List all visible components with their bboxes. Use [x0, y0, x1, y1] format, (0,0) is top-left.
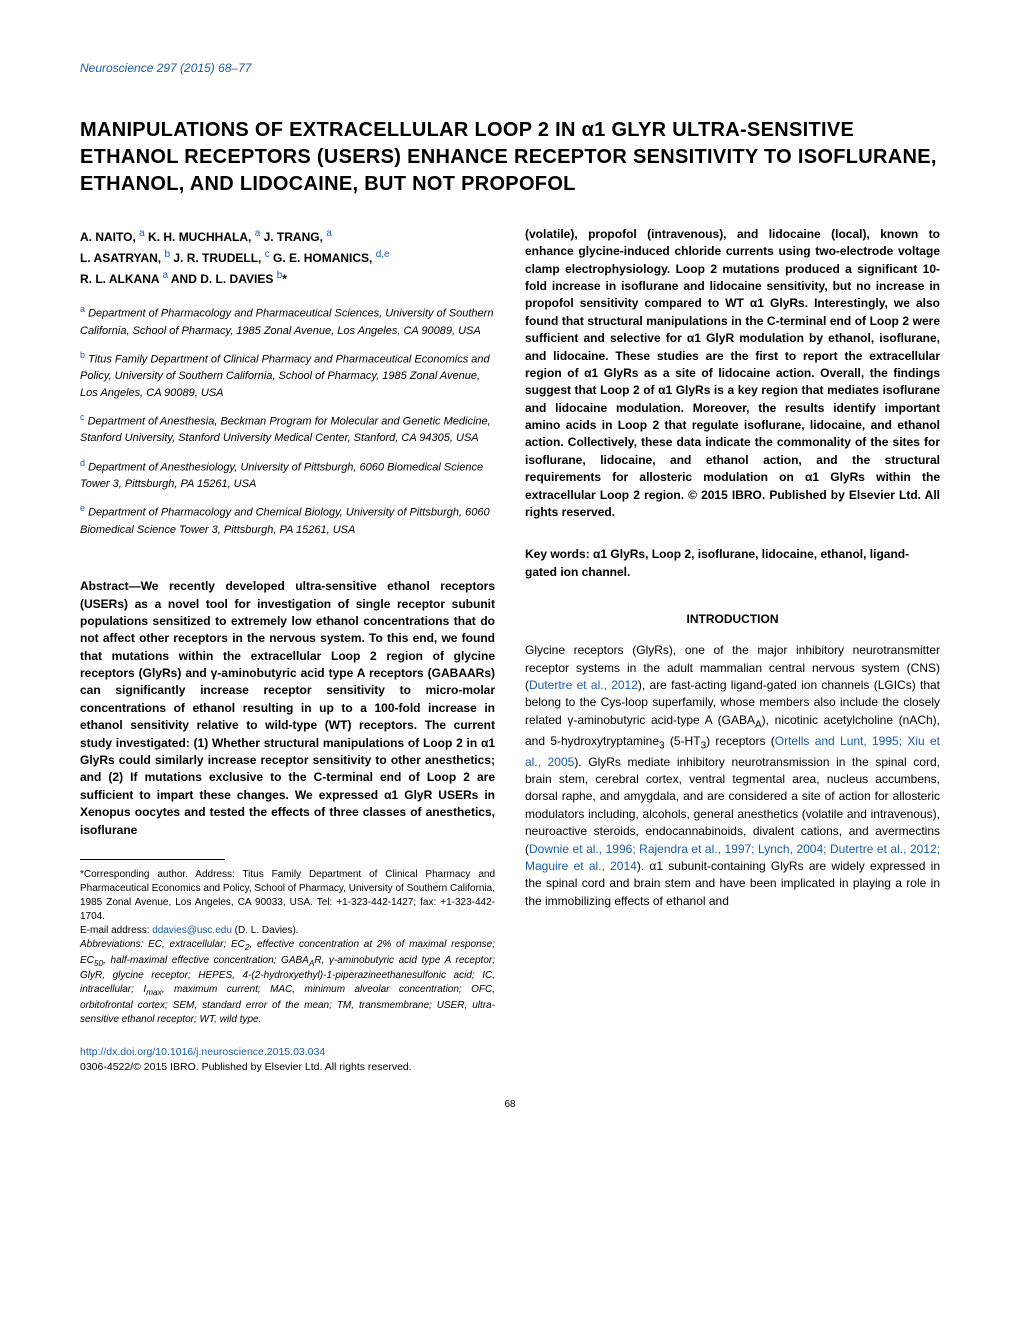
authors-line2: L. ASATRYAN, b J. R. TRUDELL, c G. E. HO… [80, 251, 390, 265]
copyright-text: 0306-4522/© 2015 IBRO. Published by Else… [80, 1061, 412, 1073]
authors-line1: A. NAITO, a K. H. MUCHHALA, a J. TRANG, … [80, 230, 332, 244]
affiliation-e: e Department of Pharmacology and Chemica… [80, 502, 495, 538]
affiliations: a Department of Pharmacology and Pharmac… [80, 303, 495, 538]
authors-line3: R. L. ALKANA a AND D. L. DAVIES b* [80, 272, 287, 286]
footnote-abbreviations: Abbreviations: EC, extracellular; EC2, e… [80, 938, 495, 1027]
email-link[interactable]: ddavies@usc.edu [152, 925, 232, 936]
article-title: MANIPULATIONS OF EXTRACELLULAR LOOP 2 IN… [80, 117, 940, 198]
affiliation-c: c Department of Anesthesia, Beckman Prog… [80, 411, 495, 447]
affiliation-b: b Titus Family Department of Clinical Ph… [80, 349, 495, 401]
affiliation-d: d Department of Anesthesiology, Universi… [80, 457, 495, 493]
footnote-divider [80, 859, 225, 860]
abstract-left: Abstract—We recently developed ultra-sen… [80, 578, 495, 839]
introduction-text: Glycine receptors (GlyRs), one of the ma… [525, 642, 940, 910]
footnote-email: E-mail address: ddavies@usc.edu (D. L. D… [80, 924, 495, 938]
abstract-right: (volatile), propofol (intravenous), and … [525, 226, 940, 522]
keywords: Key words: α1 GlyRs, Loop 2, isoflurane,… [525, 545, 940, 581]
page-number: 68 [80, 1098, 940, 1112]
affiliation-a: a Department of Pharmacology and Pharmac… [80, 303, 495, 339]
journal-header: Neuroscience 297 (2015) 68–77 [80, 60, 940, 77]
author-list: A. NAITO, a K. H. MUCHHALA, a J. TRANG, … [80, 226, 495, 290]
doi-block: http://dx.doi.org/10.1016/j.neuroscience… [80, 1045, 495, 1074]
footnote-corresponding: *Corresponding author. Address: Titus Fa… [80, 868, 495, 924]
introduction-heading: INTRODUCTION [525, 611, 940, 628]
abstract-label: Abstract— [80, 579, 141, 593]
doi-link[interactable]: http://dx.doi.org/10.1016/j.neuroscience… [80, 1046, 325, 1058]
